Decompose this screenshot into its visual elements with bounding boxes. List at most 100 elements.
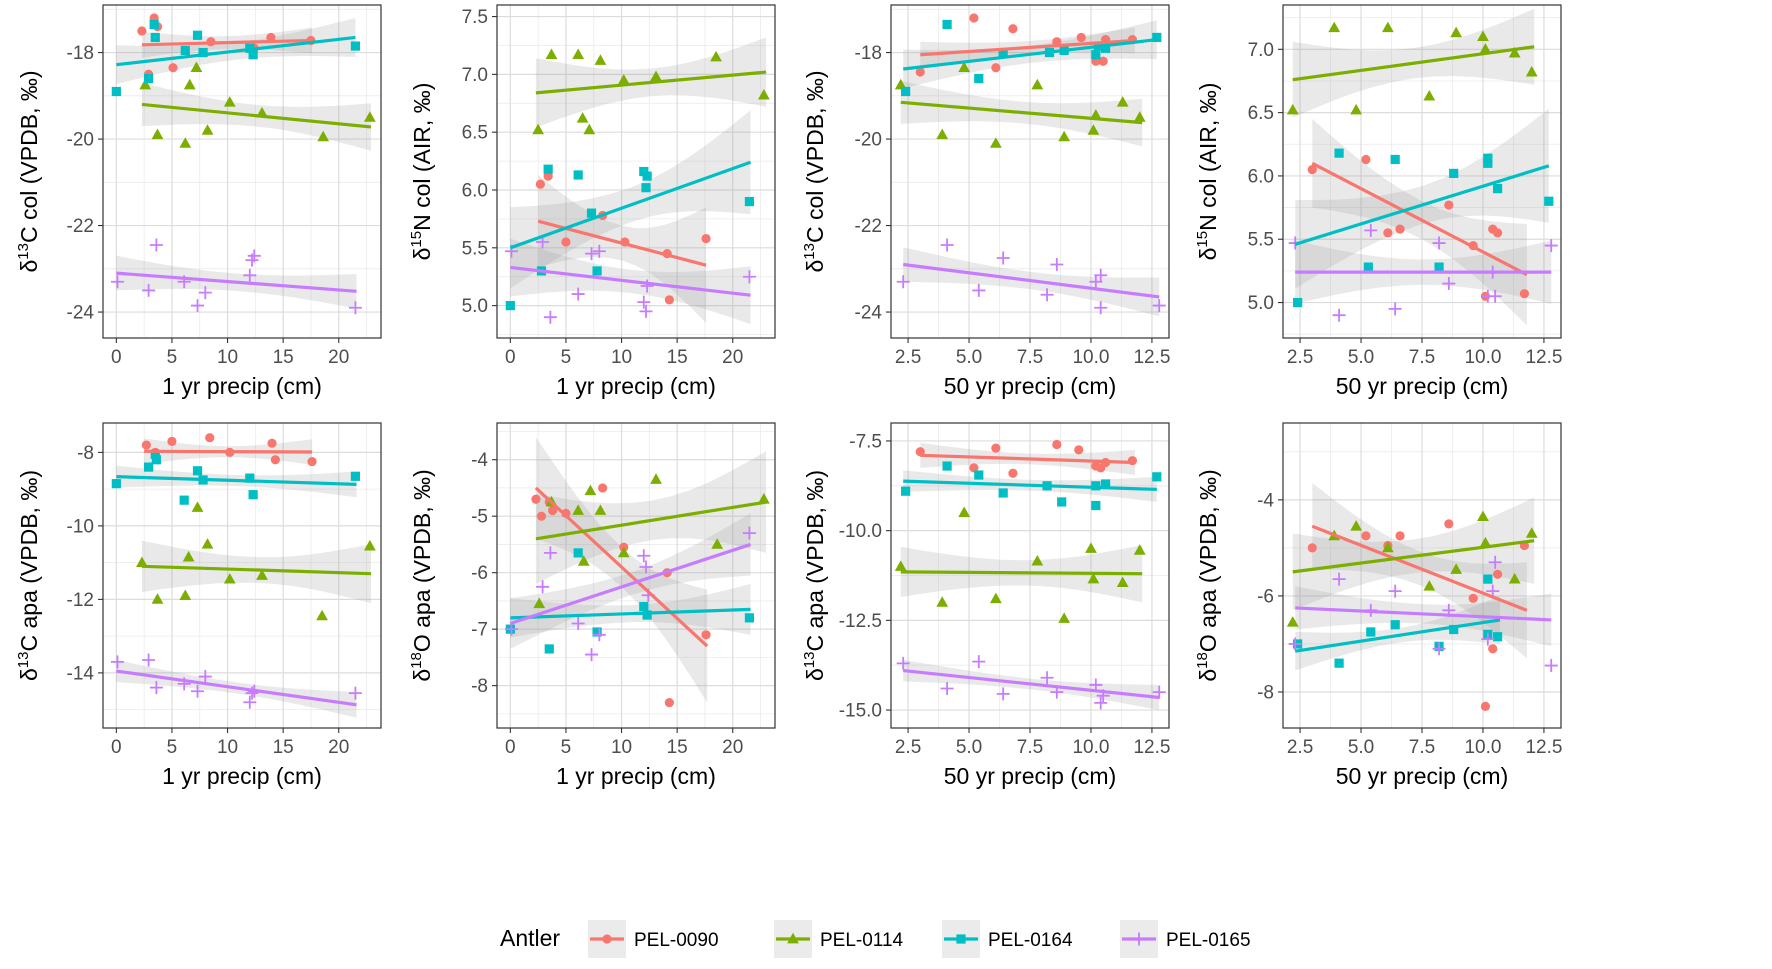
ci-band-pel-0090 — [535, 437, 708, 703]
x-tick-label: 12.5 — [1133, 347, 1170, 368]
y-tick-label: -10 — [67, 516, 94, 537]
legend: Antler PEL-0090 PEL-0114 PEL-0164 PEL-01… — [500, 920, 1251, 958]
point-pel-0114 — [650, 473, 662, 484]
point-pel-0165 — [571, 287, 585, 301]
x-axis-title: 1 yr precip (cm) — [556, 763, 716, 789]
point-pel-0090 — [1076, 32, 1086, 43]
ci-band-pel-0164 — [510, 584, 751, 638]
point-pel-0114 — [1328, 21, 1341, 33]
point-pel-0165 — [1488, 555, 1502, 569]
point-pel-0114 — [894, 78, 907, 90]
point-pel-0164 — [998, 488, 1008, 498]
ci-band-pel-0164 — [1295, 108, 1549, 289]
panel-8: 2.5 5.0 7.5 10.0 12.5 -8 -6 -4 50 yr precip (cm)… — [1194, 422, 1562, 789]
legend-title: Antler — [500, 925, 560, 951]
y-tick-label: -18 — [855, 43, 882, 64]
x-tick-label: 15 — [273, 737, 294, 758]
fit-line-pel-0165 — [902, 262, 1160, 299]
point-pel-0164 — [198, 47, 208, 58]
y-axis-title-rest: N col (AIR, ‰) — [1195, 83, 1221, 231]
ci-band-pel-0090 — [1312, 483, 1527, 659]
point-pel-0164 — [544, 644, 554, 654]
point-pel-0114 — [617, 73, 630, 85]
x-tick-label: 0 — [505, 737, 516, 758]
point-pel-0165 — [637, 549, 651, 563]
point-pel-0165 — [536, 580, 550, 594]
point-pel-0090 — [1492, 569, 1503, 579]
point-pel-0090 — [1307, 543, 1317, 553]
point-pel-0090 — [561, 237, 571, 247]
point-pel-0165 — [996, 251, 1010, 265]
point-pel-0164 — [573, 170, 583, 180]
point-pel-0090 — [141, 440, 151, 450]
point-pel-0165 — [972, 655, 986, 669]
y-axis-title-rest: N col (AIR, ‰) — [409, 83, 435, 231]
point-pel-0164 — [573, 548, 583, 558]
point-pel-0114 — [1477, 510, 1489, 522]
point-pel-0114 — [711, 538, 724, 549]
y-axis-title-delta: δ — [1195, 248, 1221, 261]
panel-border — [496, 422, 776, 729]
ci-band-pel-0164 — [510, 110, 751, 289]
point-pel-0114 — [1116, 576, 1129, 588]
point-pel-0114 — [1381, 21, 1394, 33]
point-pel-0164 — [1449, 168, 1459, 178]
point-pel-0114 — [1450, 563, 1463, 574]
y-axis-title-rest: C col (VPDB, ‰) — [802, 70, 828, 243]
y-axis-title-delta: δ — [802, 668, 828, 681]
point-pel-0165 — [639, 560, 653, 574]
y-axis-title-isotope: 13 — [15, 652, 32, 669]
point-pel-0165 — [1040, 288, 1054, 302]
fit-line-pel-0114 — [141, 102, 372, 129]
point-pel-0164 — [642, 171, 652, 181]
point-pel-0114 — [1133, 111, 1146, 122]
point-pel-0090 — [1468, 593, 1478, 603]
y-tick-label: -7 — [471, 620, 488, 641]
point-pel-0164 — [1390, 620, 1400, 630]
point-pel-0164 — [641, 183, 651, 193]
fit-line-pel-0090 — [144, 449, 313, 454]
point-pel-0114 — [223, 96, 236, 107]
point-pel-0164 — [1091, 50, 1101, 60]
point-pel-0164 — [143, 462, 154, 472]
x-axis-title: 50 yr precip (cm) — [944, 763, 1117, 789]
x-axis-title: 1 yr precip (cm) — [162, 373, 322, 399]
point-pel-0165 — [637, 295, 651, 309]
x-tick-label: 0 — [505, 347, 516, 368]
panels-layer: 0 5 10 15 20-24-22-20-181 yr precip (cm)δ13C… — [15, 4, 1562, 789]
y-tick-label: 5.0 — [1248, 293, 1274, 314]
x-tick-label: 5 — [561, 347, 572, 368]
x-axis-title: 1 yr precip (cm) — [556, 373, 716, 399]
point-pel-0090 — [266, 32, 276, 43]
point-pel-0114 — [1116, 96, 1129, 107]
point-pel-0090 — [1052, 439, 1062, 450]
point-pel-0090 — [1395, 224, 1405, 234]
y-tick-label: 7.0 — [462, 65, 488, 86]
fit-line-pel-0165 — [116, 669, 357, 707]
y-tick-label: 6.0 — [1248, 166, 1274, 187]
point-pel-0165 — [996, 687, 1010, 701]
panel-border — [496, 4, 776, 339]
point-pel-0164 — [901, 86, 911, 97]
point-pel-0090 — [1492, 228, 1503, 238]
x-tick-label: 10.0 — [1072, 737, 1109, 758]
point-pel-0114 — [936, 596, 949, 607]
panel-6: 0 5 10 15 20 -8 -7 -6 -5 -4 1 yr precip (cm) δ18O a… — [408, 422, 776, 789]
point-pel-0165 — [1544, 239, 1558, 253]
point-pel-0090 — [969, 463, 979, 473]
point-pel-0090 — [536, 511, 547, 521]
point-pel-0090 — [701, 630, 711, 640]
point-pel-0165 — [1050, 257, 1064, 271]
y-tick-label: 5.5 — [462, 238, 488, 259]
y-axis-title-isotope: 18 — [1194, 652, 1211, 669]
fit-line-pel-0164 — [903, 479, 1157, 491]
point-pel-0164 — [245, 473, 255, 483]
point-pel-0114 — [363, 539, 376, 551]
x-tick-label: 7.5 — [1409, 737, 1435, 758]
x-tick-label: 20 — [722, 737, 743, 758]
point-pel-0164 — [1449, 624, 1459, 635]
point-pel-0165 — [1442, 277, 1456, 291]
point-pel-0114 — [1479, 536, 1492, 548]
point-pel-0165 — [543, 310, 557, 324]
